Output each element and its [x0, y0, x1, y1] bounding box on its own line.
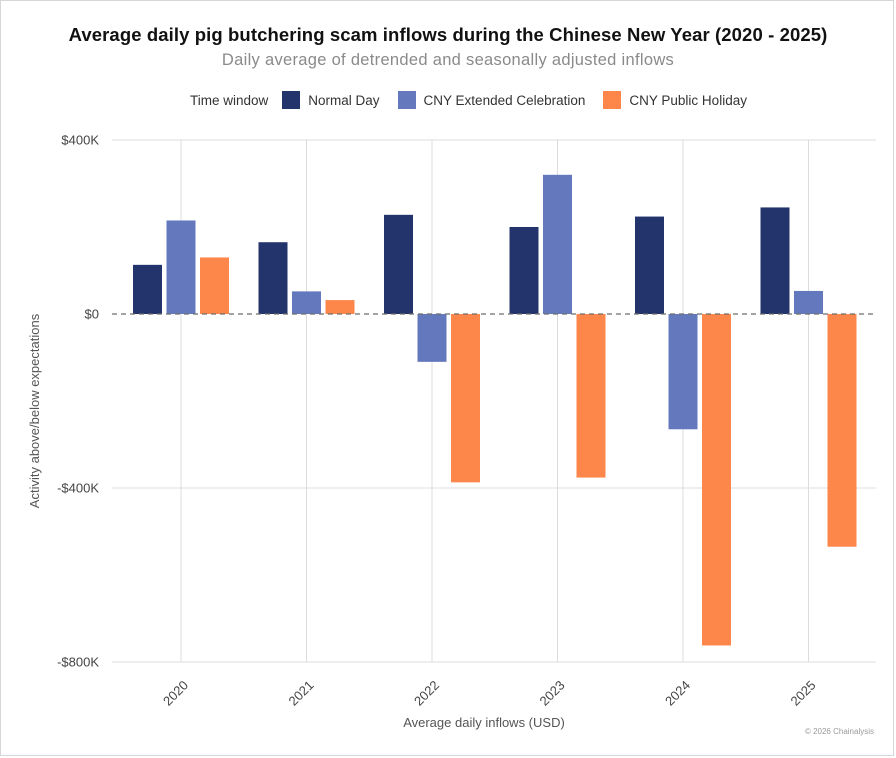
bar [543, 174, 572, 314]
bar [258, 242, 288, 314]
axis-labels: $400K $0 -$400K -$800K 2020 2021 2022 2023 2024 2… [27, 133, 819, 731]
legend-item-cny-extended: CNY Extended Celebration [397, 91, 586, 109]
legend-item-normal-day: Normal Day [282, 91, 380, 109]
bar [200, 257, 229, 314]
x-tick-label: 2023 [537, 678, 568, 709]
bar [760, 207, 790, 314]
y-tick-label: $0 [85, 307, 99, 322]
bar [133, 264, 162, 314]
legend-label-normal-day: Normal Day [308, 92, 380, 108]
gridlines [112, 139, 876, 663]
legend-label-cny-extended: CNY Extended Celebration [423, 92, 586, 108]
bar [668, 314, 698, 430]
bar [384, 214, 413, 314]
bar [509, 227, 539, 314]
x-tick-label: 2025 [788, 678, 819, 709]
x-axis-label: Average daily inflows (USD) [403, 715, 565, 730]
legend-swatch-cny-extended [397, 91, 416, 109]
bar [292, 291, 321, 314]
bar [166, 220, 196, 314]
legend-swatch-cny-holiday [603, 91, 622, 109]
bar [702, 314, 731, 646]
chart-title: Average daily pig butchering scam inflow… [68, 24, 828, 45]
x-tick-label: 2020 [160, 678, 191, 709]
y-tick-label: $400K [61, 133, 99, 148]
bar [635, 216, 664, 314]
legend: Time window Normal Day CNY Extended Cele… [190, 89, 765, 111]
bar [417, 314, 447, 362]
legend-label-cny-holiday: CNY Public Holiday [629, 92, 747, 108]
chart-subtitle: Daily average of detrended and seasonall… [221, 51, 675, 69]
bar [576, 314, 606, 478]
legend-title: Time window [190, 92, 269, 108]
bar [794, 290, 823, 314]
bar [451, 314, 480, 483]
bar [827, 314, 857, 547]
bar [325, 300, 355, 314]
copyright-credit: © 2026 Chainalysis [804, 727, 874, 736]
legend-swatch-normal-day [282, 91, 301, 109]
x-tick-label: 2021 [286, 678, 317, 709]
y-tick-label: -$400K [57, 481, 99, 496]
x-tick-label: 2024 [662, 678, 693, 709]
bars [133, 174, 857, 646]
y-tick-label: -$800K [57, 655, 99, 670]
x-tick-label: 2022 [411, 678, 442, 709]
legend-item-cny-holiday: CNY Public Holiday [603, 91, 747, 109]
y-axis-label: Activity above/below expectations [27, 313, 42, 508]
